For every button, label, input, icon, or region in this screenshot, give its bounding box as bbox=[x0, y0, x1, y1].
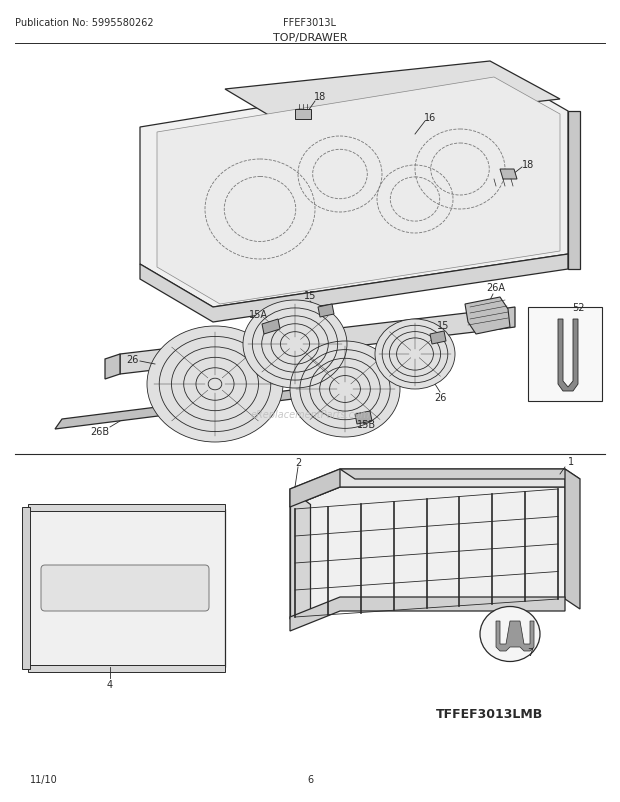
Ellipse shape bbox=[480, 607, 540, 662]
Text: 15: 15 bbox=[304, 290, 316, 301]
Text: 26A: 26A bbox=[487, 282, 505, 293]
Text: 16: 16 bbox=[424, 113, 436, 123]
Ellipse shape bbox=[147, 326, 283, 443]
Polygon shape bbox=[157, 78, 560, 305]
Text: 52: 52 bbox=[572, 302, 584, 313]
Text: 15: 15 bbox=[437, 321, 449, 330]
Ellipse shape bbox=[375, 320, 455, 390]
Text: 15B: 15B bbox=[358, 419, 376, 429]
Ellipse shape bbox=[290, 342, 400, 437]
Polygon shape bbox=[295, 110, 311, 119]
Text: 7: 7 bbox=[527, 647, 533, 657]
Text: 18: 18 bbox=[522, 160, 534, 170]
Polygon shape bbox=[290, 488, 565, 619]
Polygon shape bbox=[290, 489, 310, 619]
Polygon shape bbox=[558, 320, 578, 391]
Polygon shape bbox=[500, 308, 515, 330]
Text: 15A: 15A bbox=[249, 310, 267, 320]
Polygon shape bbox=[140, 255, 568, 322]
Text: 1: 1 bbox=[568, 456, 574, 467]
Polygon shape bbox=[290, 597, 565, 631]
Text: TOP/DRAWER: TOP/DRAWER bbox=[273, 33, 347, 43]
Polygon shape bbox=[120, 310, 500, 375]
Text: 2: 2 bbox=[295, 457, 301, 468]
Text: eReplacementParts.com: eReplacementParts.com bbox=[250, 410, 370, 419]
Text: FFEF3013L: FFEF3013L bbox=[283, 18, 337, 28]
FancyBboxPatch shape bbox=[41, 565, 209, 611]
Polygon shape bbox=[22, 508, 30, 669]
Polygon shape bbox=[55, 378, 395, 429]
FancyBboxPatch shape bbox=[528, 308, 602, 402]
Polygon shape bbox=[465, 298, 510, 334]
Polygon shape bbox=[500, 170, 517, 180]
Polygon shape bbox=[105, 354, 120, 379]
Text: 11/10: 11/10 bbox=[30, 774, 58, 784]
Text: 18: 18 bbox=[314, 92, 326, 102]
Polygon shape bbox=[565, 469, 580, 610]
Polygon shape bbox=[290, 469, 340, 508]
Ellipse shape bbox=[243, 301, 347, 388]
Polygon shape bbox=[340, 469, 580, 480]
Polygon shape bbox=[568, 111, 580, 269]
Polygon shape bbox=[355, 411, 372, 424]
Text: Publication No: 5995580262: Publication No: 5995580262 bbox=[15, 18, 154, 28]
Polygon shape bbox=[225, 62, 560, 130]
Polygon shape bbox=[28, 509, 225, 667]
Text: 4: 4 bbox=[107, 679, 113, 689]
Polygon shape bbox=[28, 665, 225, 672]
Text: 26: 26 bbox=[126, 354, 138, 365]
Polygon shape bbox=[318, 305, 334, 318]
Polygon shape bbox=[430, 331, 446, 345]
Text: 26: 26 bbox=[434, 392, 446, 403]
Polygon shape bbox=[290, 469, 565, 508]
Polygon shape bbox=[496, 622, 534, 651]
Text: TFFEF3013LMB: TFFEF3013LMB bbox=[436, 707, 544, 721]
Polygon shape bbox=[140, 70, 568, 308]
Polygon shape bbox=[28, 504, 225, 512]
Text: 26B: 26B bbox=[91, 427, 110, 436]
Polygon shape bbox=[262, 320, 280, 334]
Text: 6: 6 bbox=[307, 774, 313, 784]
